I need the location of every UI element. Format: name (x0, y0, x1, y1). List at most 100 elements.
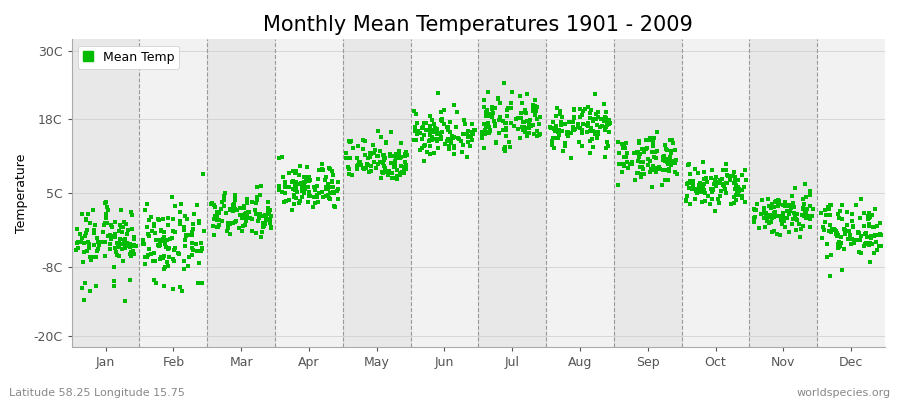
Point (261, 199, 275, 205)
Point (153, 241, 167, 248)
Point (203, 201, 218, 208)
Point (557, 121, 572, 127)
Point (852, 230, 867, 236)
Point (424, 137, 438, 143)
Point (369, 165, 383, 171)
Point (124, 212, 139, 218)
Point (567, 127, 581, 134)
Point (123, 253, 138, 260)
Point (564, 154, 579, 161)
Point (689, 190, 704, 196)
Point (522, 117, 536, 123)
Point (584, 107, 598, 114)
Point (560, 131, 574, 138)
Point (803, 188, 817, 194)
Point (857, 243, 871, 249)
Point (634, 146, 649, 153)
Point (772, 200, 787, 207)
Point (157, 266, 171, 272)
Point (734, 194, 749, 201)
Point (816, 224, 831, 230)
Point (618, 140, 633, 146)
Point (747, 218, 761, 225)
Point (96, 222, 111, 229)
Point (731, 176, 745, 183)
Point (161, 262, 176, 269)
Point (723, 172, 737, 179)
Point (727, 180, 742, 186)
Point (343, 139, 357, 146)
Point (499, 120, 513, 126)
Point (514, 115, 528, 122)
Point (222, 206, 237, 212)
Point (138, 261, 152, 267)
Point (452, 136, 466, 142)
Point (719, 190, 733, 196)
Point (788, 215, 803, 222)
Point (441, 143, 455, 149)
Point (526, 108, 540, 114)
Point (98, 200, 112, 206)
Point (122, 226, 136, 233)
Point (833, 242, 848, 249)
Point (780, 215, 795, 222)
Point (397, 167, 411, 173)
Point (98, 215, 112, 222)
Point (162, 254, 176, 260)
Point (165, 235, 179, 242)
Point (738, 167, 752, 173)
Point (263, 216, 277, 222)
Point (636, 170, 651, 177)
Point (716, 167, 731, 173)
Point (739, 177, 753, 183)
Point (427, 129, 441, 135)
Point (616, 154, 631, 160)
Point (157, 234, 171, 240)
Point (250, 194, 265, 200)
Point (208, 204, 222, 210)
Point (184, 245, 199, 251)
Point (767, 210, 781, 216)
Point (239, 200, 254, 206)
Point (220, 220, 235, 227)
Point (357, 166, 372, 172)
Point (148, 236, 163, 243)
Point (94, 239, 109, 245)
Point (854, 232, 868, 239)
Point (820, 241, 834, 248)
Point (759, 214, 773, 220)
Point (257, 221, 272, 227)
Point (302, 174, 317, 180)
Point (177, 237, 192, 243)
Point (120, 240, 134, 246)
Point (634, 164, 649, 170)
Point (681, 162, 696, 168)
Point (383, 153, 398, 159)
Point (547, 126, 562, 133)
Point (545, 119, 560, 125)
Point (339, 154, 354, 161)
Point (485, 104, 500, 110)
Point (190, 202, 204, 208)
Point (717, 186, 732, 192)
Point (706, 187, 720, 194)
Point (115, 224, 130, 230)
Bar (343, 39, 410, 347)
Point (491, 95, 506, 102)
Point (713, 179, 727, 186)
Point (681, 180, 696, 186)
Point (575, 112, 590, 118)
Point (776, 210, 790, 216)
Point (858, 231, 872, 238)
Point (507, 123, 521, 129)
Point (307, 194, 321, 200)
Point (212, 216, 227, 223)
Point (591, 129, 606, 136)
Point (530, 128, 544, 134)
Point (423, 130, 437, 137)
Point (122, 242, 137, 248)
Point (814, 210, 829, 216)
Point (680, 180, 694, 187)
Point (430, 131, 445, 138)
Point (641, 162, 655, 169)
